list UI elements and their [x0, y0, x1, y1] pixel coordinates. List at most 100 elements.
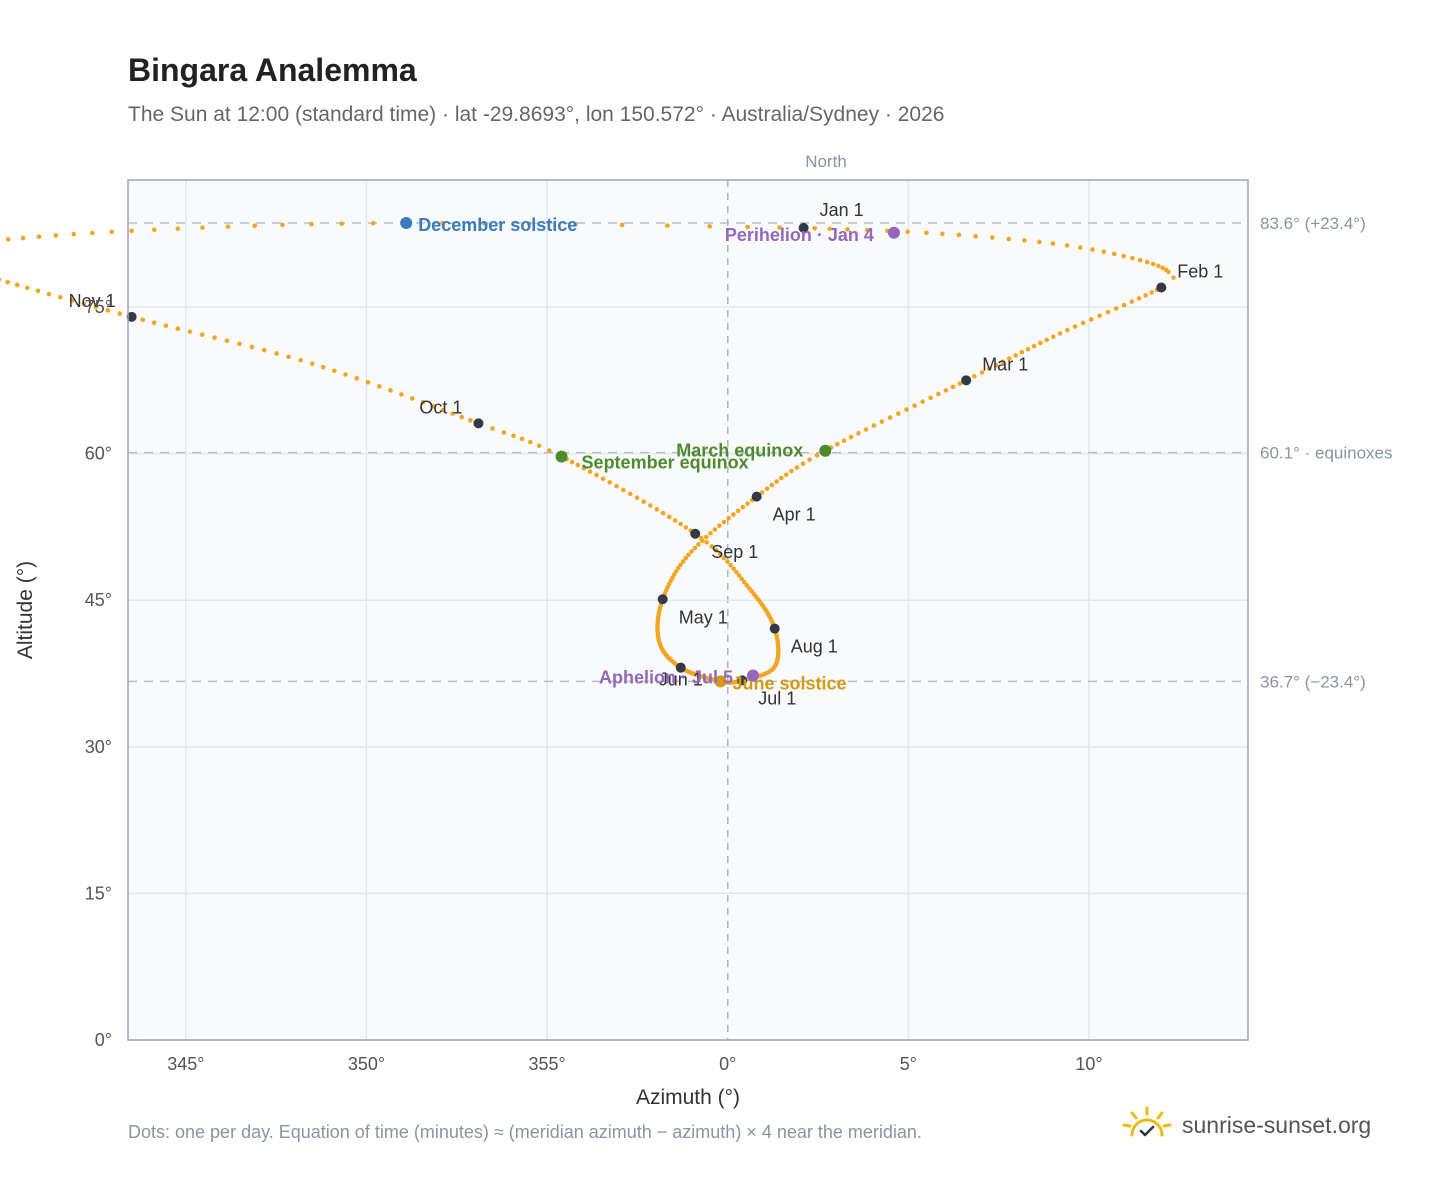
day-dot — [468, 418, 473, 423]
day-dot — [1121, 253, 1127, 259]
month-dot — [769, 623, 780, 634]
day-dot — [713, 548, 719, 553]
day-dot — [686, 552, 691, 558]
day-dot — [1111, 251, 1117, 257]
day-dot — [490, 426, 495, 431]
day-dot — [261, 347, 267, 353]
day-dot — [1105, 309, 1111, 315]
chart-title: Bingara Analemma — [128, 52, 417, 88]
event-label: March equinox — [676, 441, 803, 461]
day-dot — [163, 323, 169, 328]
day-dot — [871, 423, 877, 428]
day-dot — [678, 562, 683, 568]
day-dot — [1149, 290, 1155, 295]
day-dot — [863, 427, 869, 432]
month-dot — [675, 662, 686, 673]
day-dot — [1080, 320, 1086, 326]
month-dot — [690, 528, 701, 539]
day-dot — [972, 373, 977, 379]
brand[interactable]: sunrise-sunset.org — [1120, 1100, 1371, 1150]
day-dot — [430, 403, 436, 409]
day-dot — [187, 329, 193, 334]
day-dot — [140, 317, 146, 323]
day-dot — [940, 231, 945, 237]
day-dot — [5, 279, 11, 285]
reference-line-label: 36.7° (−23.4°) — [1260, 672, 1366, 691]
day-dot — [704, 540, 709, 545]
month-label: Jun 1 — [659, 670, 703, 690]
chart-subtitle: The Sun at 12:00 (standard time) · lat -… — [128, 103, 945, 126]
day-dot — [835, 441, 840, 447]
day-dot — [698, 535, 704, 541]
day-dot — [747, 586, 752, 591]
plot-frame — [127, 179, 1249, 1041]
day-dot — [735, 508, 741, 514]
month-label: Oct 1 — [419, 397, 462, 417]
month-dot — [1156, 282, 1167, 293]
day-dot — [1150, 261, 1156, 267]
day-dot — [53, 233, 59, 238]
day-dot — [777, 225, 782, 230]
day-dot — [769, 482, 775, 488]
day-dot — [887, 415, 893, 420]
day-dot — [734, 569, 739, 575]
day-dot — [614, 483, 619, 489]
day-dot — [93, 304, 99, 310]
day-dot — [420, 400, 426, 405]
day-dot — [692, 545, 698, 551]
x-tick-label: 5° — [900, 1054, 917, 1074]
day-dot — [511, 433, 516, 439]
event-dot — [747, 669, 760, 682]
day-dot — [731, 512, 736, 517]
month-label: Apr 1 — [773, 505, 816, 525]
day-dot — [745, 224, 750, 230]
month-label: Jan 1 — [820, 200, 864, 220]
month-label: Aug 1 — [791, 637, 838, 657]
day-dot — [707, 224, 713, 229]
y-tick-label: 75° — [85, 297, 112, 317]
day-dot — [573, 221, 578, 227]
day-dot — [1113, 306, 1119, 311]
day-dot — [175, 226, 181, 231]
day-dot — [764, 486, 770, 492]
day-dot — [501, 430, 507, 435]
day-dot — [20, 235, 26, 241]
month-label: Sep 1 — [711, 542, 758, 562]
month-dot — [751, 491, 762, 502]
event-dot — [555, 450, 568, 463]
day-dot — [726, 515, 731, 521]
day-dot — [1013, 353, 1018, 358]
day-dot — [717, 523, 722, 529]
day-dot — [936, 391, 941, 397]
day-dot — [1129, 299, 1135, 304]
month-dot — [961, 375, 972, 386]
day-dot — [666, 514, 672, 520]
day-dot — [343, 372, 348, 377]
day-dot — [973, 233, 978, 239]
x-tick-label: 10° — [1075, 1054, 1102, 1074]
day-dot — [249, 344, 255, 350]
day-dot — [376, 384, 382, 389]
day-dot — [779, 475, 784, 481]
day-dot — [627, 491, 633, 497]
day-dot — [607, 480, 613, 485]
brand-label: sunrise-sunset.org — [1182, 1111, 1372, 1138]
day-dot — [721, 519, 727, 525]
day-dot — [739, 576, 745, 582]
reference-line-label: 83.6° (+23.4°) — [1260, 214, 1366, 233]
day-dot — [200, 225, 205, 230]
x-tick-label: 355° — [528, 1054, 565, 1074]
day-dot — [648, 503, 653, 508]
day-dot — [1031, 343, 1037, 349]
day-dot — [986, 366, 992, 372]
day-dot — [1022, 238, 1027, 243]
day-dot — [721, 555, 727, 561]
day-dot — [1130, 255, 1135, 261]
day-dot — [741, 579, 747, 585]
day-dot — [676, 565, 681, 571]
event-label: December solstice — [418, 215, 577, 235]
day-dot — [1019, 349, 1025, 355]
north-label: North — [805, 152, 847, 171]
day-dot — [619, 222, 625, 228]
day-dot — [1136, 296, 1142, 301]
